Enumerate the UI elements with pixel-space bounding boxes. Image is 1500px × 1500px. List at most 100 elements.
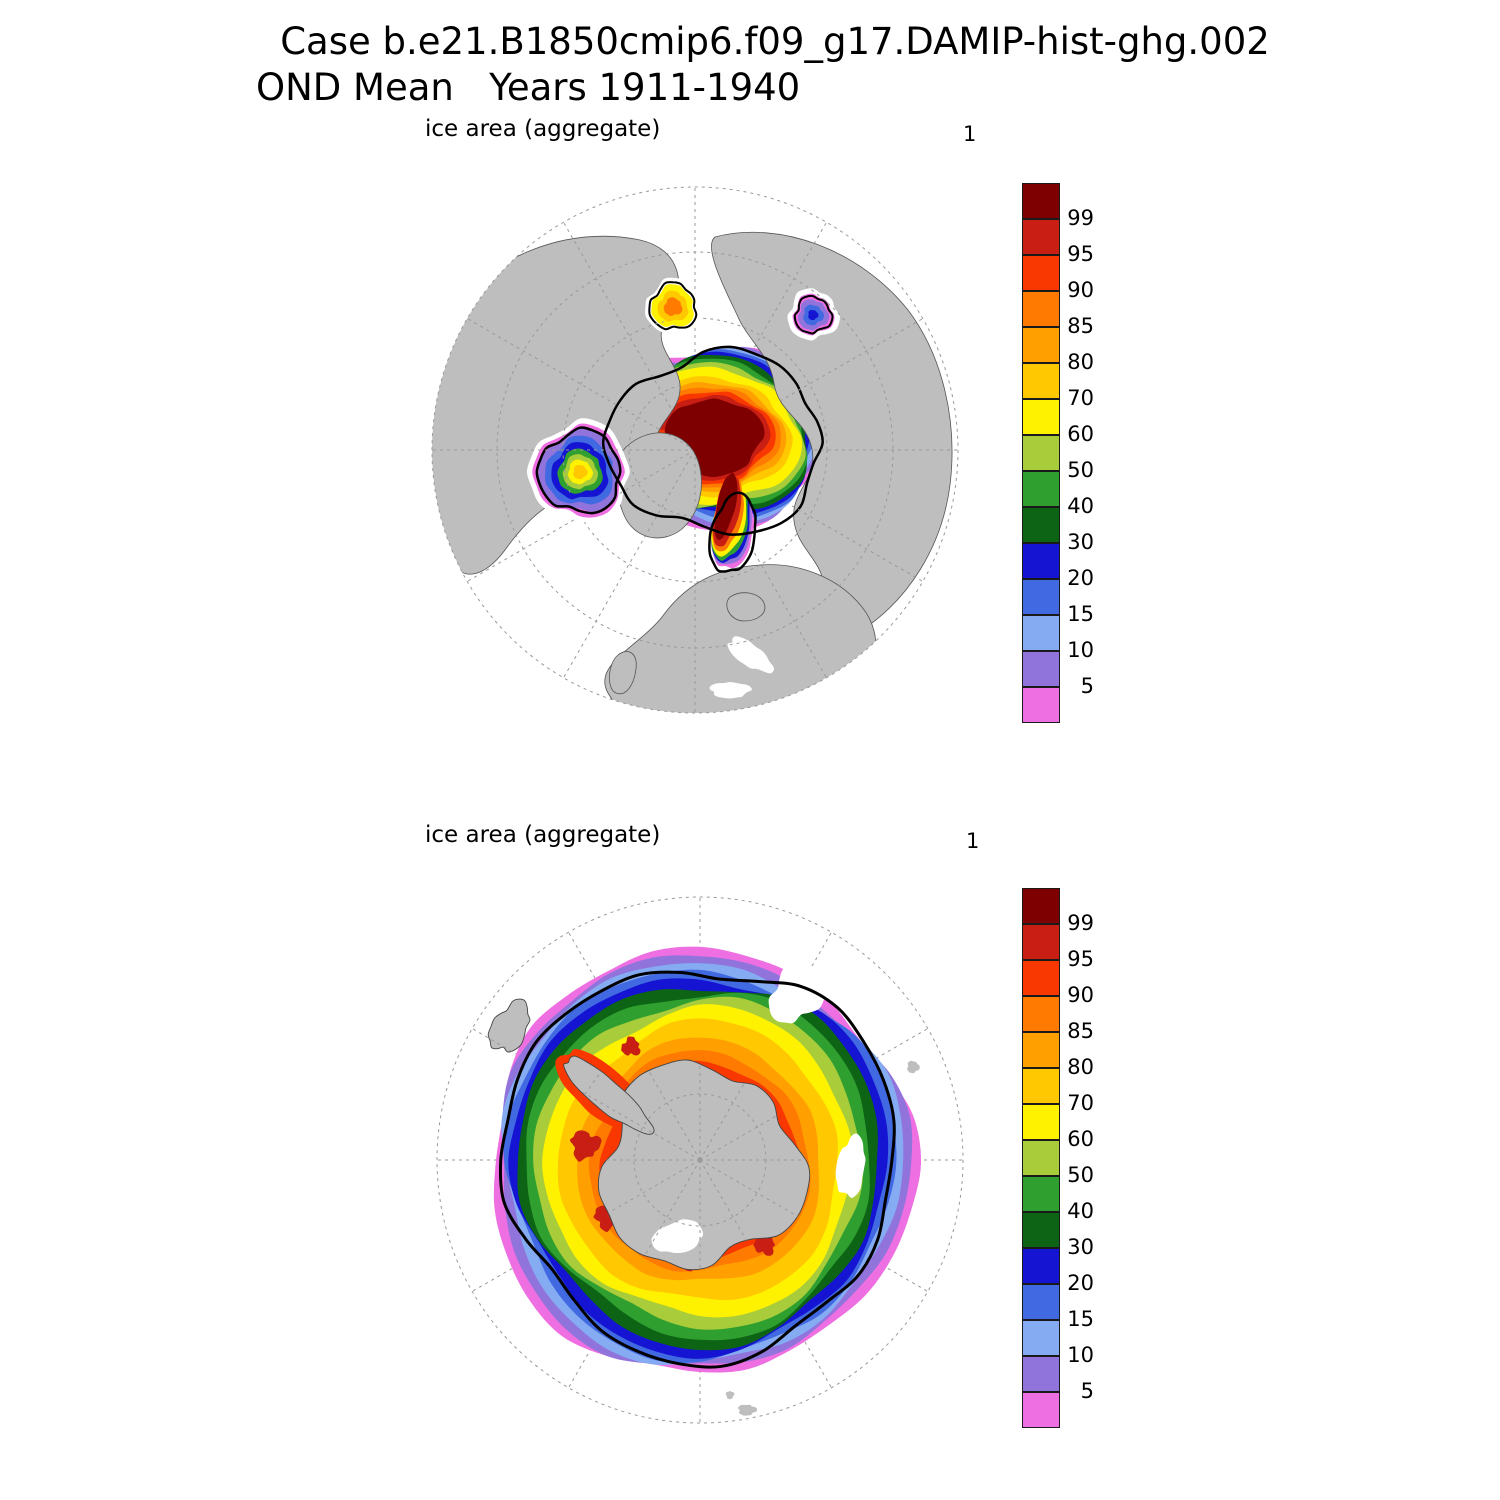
colorbar-tick-label: 90 [1067, 278, 1094, 302]
ice-band [573, 464, 588, 480]
north-colorbar [1022, 183, 1060, 723]
arctic-map-content [432, 187, 958, 713]
inland-sea [727, 636, 774, 674]
colorbar-segment [1022, 960, 1060, 996]
colorbar-segment [1022, 615, 1060, 651]
graticule-line [480, 1028, 701, 1161]
colorbar-segment [1022, 435, 1060, 471]
colorbar-tick-label: 99 [1067, 206, 1094, 230]
colorbar-tick-label: 40 [1067, 1199, 1094, 1223]
colorbar-segment [1022, 996, 1060, 1032]
graticule-line [568, 1159, 701, 1270]
colorbar-tick-label: 70 [1067, 386, 1094, 410]
ice-edge-contour [535, 426, 622, 515]
colorbar-tick-label: 95 [1067, 947, 1094, 971]
colorbar-segment [1022, 363, 1060, 399]
colorbar-tick-label: 30 [1067, 530, 1094, 554]
colorbar-segment [1022, 399, 1060, 435]
ice-edge-contour [498, 970, 896, 1369]
colorbar-segment [1022, 1284, 1060, 1320]
north-corner-label: 1 [963, 122, 977, 146]
map-boundary [436, 896, 964, 1424]
plot-title-case: Case b.e21.B1850cmip6.f09_g17.DAMIP-hist… [280, 20, 1270, 63]
colorbar-tick-label: 40 [1067, 494, 1094, 518]
land-shape [737, 1404, 758, 1416]
south-colorbar [1022, 888, 1060, 1428]
colorbar-segment [1022, 924, 1060, 960]
colorbar-tick-label: 50 [1067, 458, 1094, 482]
colorbar-tick-label: 90 [1067, 983, 1094, 1007]
ice-band [663, 297, 683, 316]
colorbar-segment [1022, 543, 1060, 579]
north-panel-title: ice area (aggregate) [425, 116, 661, 142]
colorbar-segment [1022, 888, 1060, 924]
arctic-map [431, 186, 959, 714]
north-colorbar-ticks: 99 95 90 85 80 70 60 50 40 30 20 15 10 5 [1064, 183, 1098, 723]
land-shape [907, 1060, 920, 1074]
colorbar-tick-label: 60 [1067, 422, 1094, 446]
graticule-line [568, 991, 701, 1161]
ice-edge-contour [648, 281, 698, 331]
inland-sea [709, 682, 752, 699]
colorbar-segment [1022, 579, 1060, 615]
colorbar-tick-label: 50 [1067, 1163, 1094, 1187]
colorbar-segment [1022, 183, 1060, 219]
graticule-line [699, 1028, 810, 1161]
colorbar-segment [1022, 255, 1060, 291]
colorbar-tick-label: 10 [1067, 638, 1094, 662]
colorbar-segment [1022, 471, 1060, 507]
land-shape [487, 998, 531, 1053]
colorbar-segment [1022, 1140, 1060, 1176]
colorbar-tick-label: 5 [1080, 1379, 1094, 1403]
colorbar-segment [1022, 1248, 1060, 1284]
colorbar-segment [1022, 1032, 1060, 1068]
south-corner-label: 1 [966, 829, 980, 853]
land-shape [614, 432, 702, 539]
ice-band [621, 1036, 641, 1056]
colorbar-tick-label: 60 [1067, 1127, 1094, 1151]
colorbar-segment [1022, 1212, 1060, 1248]
colorbar-tick-label: 30 [1067, 1235, 1094, 1259]
ice-band [753, 1232, 775, 1256]
ice-edge-contour [601, 345, 824, 536]
ice-edge-contour [793, 294, 834, 335]
antarctic-map [436, 896, 964, 1424]
graticule-line [699, 991, 810, 1161]
colorbar-tick-label: 99 [1067, 911, 1094, 935]
south-panel-title: ice area (aggregate) [425, 822, 661, 848]
colorbar-tick-label: 80 [1067, 1055, 1094, 1079]
south-colorbar-ticks: 99 95 90 85 80 70 60 50 40 30 20 15 10 5 [1064, 888, 1098, 1428]
ice-shelf [651, 1219, 704, 1254]
land-shape [609, 651, 637, 695]
colorbar-tick-label: 70 [1067, 1091, 1094, 1115]
colorbar-segment [1022, 219, 1060, 255]
open-water [835, 1133, 866, 1198]
colorbar-tick-label: 5 [1080, 674, 1094, 698]
colorbar-segment [1022, 1104, 1060, 1140]
graticule-line [466, 318, 696, 451]
colorbar-tick-label: 95 [1067, 242, 1094, 266]
colorbar-segment [1022, 651, 1060, 687]
plot-title-season-years: OND Mean Years 1911-1940 [256, 66, 801, 109]
land-shape [726, 592, 766, 622]
colorbar-segment [1022, 1356, 1060, 1392]
open-water [768, 960, 826, 1024]
antarctic-map-content [437, 897, 963, 1423]
land-shape [725, 1391, 735, 1400]
colorbar-segment [1022, 507, 1060, 543]
ice-band [808, 309, 819, 321]
colorbar-segment [1022, 327, 1060, 363]
graticule-line [699, 1159, 810, 1270]
ice-band [569, 1130, 602, 1162]
colorbar-tick-label: 15 [1067, 1307, 1094, 1331]
colorbar-segment [1022, 1176, 1060, 1212]
colorbar-tick-label: 80 [1067, 350, 1094, 374]
colorbar-tick-label: 20 [1067, 1271, 1094, 1295]
colorbar-tick-label: 15 [1067, 602, 1094, 626]
land-shape [598, 1059, 811, 1271]
graticule-circle [562, 317, 828, 583]
map-boundary [431, 186, 959, 714]
colorbar-segment [1022, 687, 1060, 723]
colorbar-segment [1022, 291, 1060, 327]
colorbar-segment [1022, 1068, 1060, 1104]
